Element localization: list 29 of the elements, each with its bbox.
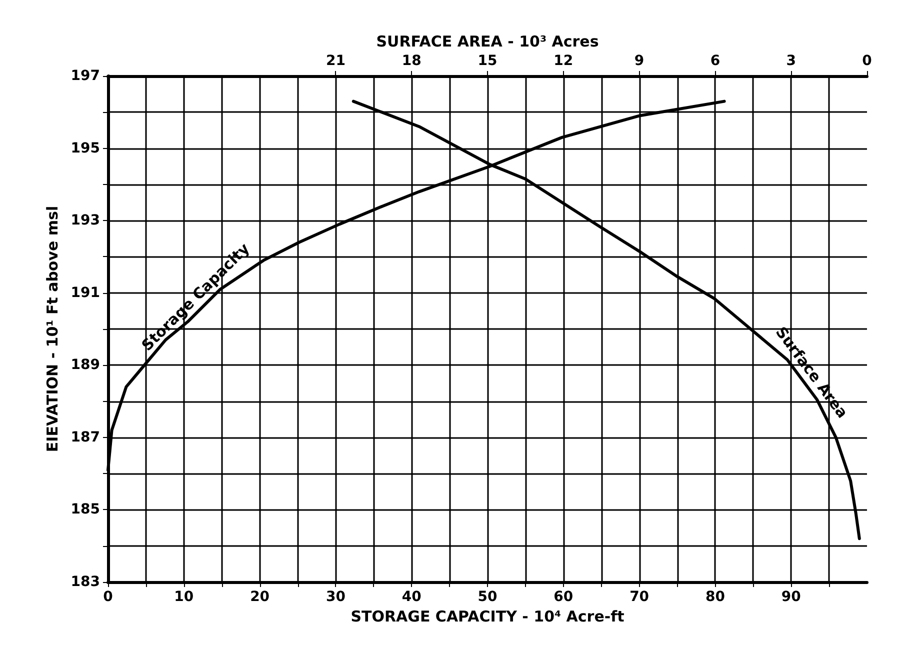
x2-tick-label: 3 xyxy=(786,53,796,69)
x-tick-label: 60 xyxy=(554,589,574,605)
y-tick-label: 189 xyxy=(70,357,100,374)
y-tick-label: 193 xyxy=(70,212,100,229)
x2-axis-title: SURFACE AREA - 10³ Acres xyxy=(376,32,599,51)
y-tick-label: 183 xyxy=(70,574,100,590)
y-tick-label: 197 xyxy=(70,68,100,84)
y-tick-label: 195 xyxy=(70,140,100,156)
x2-tick-label: 15 xyxy=(478,53,498,69)
x-tick-label: 50 xyxy=(478,589,498,605)
x2-tick-label: 6 xyxy=(710,53,720,69)
x-tick-label: 10 xyxy=(174,589,194,605)
x2-tick-label: 9 xyxy=(634,53,644,69)
x-tick-label: 30 xyxy=(326,589,346,605)
x-tick-label: 80 xyxy=(705,589,726,605)
x-tick-label: 40 xyxy=(402,589,422,605)
x2-tick-label: 12 xyxy=(554,53,574,69)
x-tick-label: 70 xyxy=(630,589,650,605)
x2-tick-label: 0 xyxy=(862,53,872,69)
x-tick-label: 0 xyxy=(103,589,114,605)
y-tick-label: 185 xyxy=(70,502,100,518)
x-tick-label: 90 xyxy=(781,589,802,605)
x-tick-label: 20 xyxy=(250,589,270,605)
x2-tick-label: 21 xyxy=(326,53,346,69)
y-axis-title: EIEVATION - 10¹ Ft above msl xyxy=(43,206,62,452)
x-axis-title: STORAGE CAPACITY - 10⁴ Acre-ft xyxy=(350,607,624,626)
y-tick-label: 187 xyxy=(70,429,100,446)
y-tick-label: 191 xyxy=(70,284,100,301)
x2-tick-label: 18 xyxy=(402,53,422,69)
